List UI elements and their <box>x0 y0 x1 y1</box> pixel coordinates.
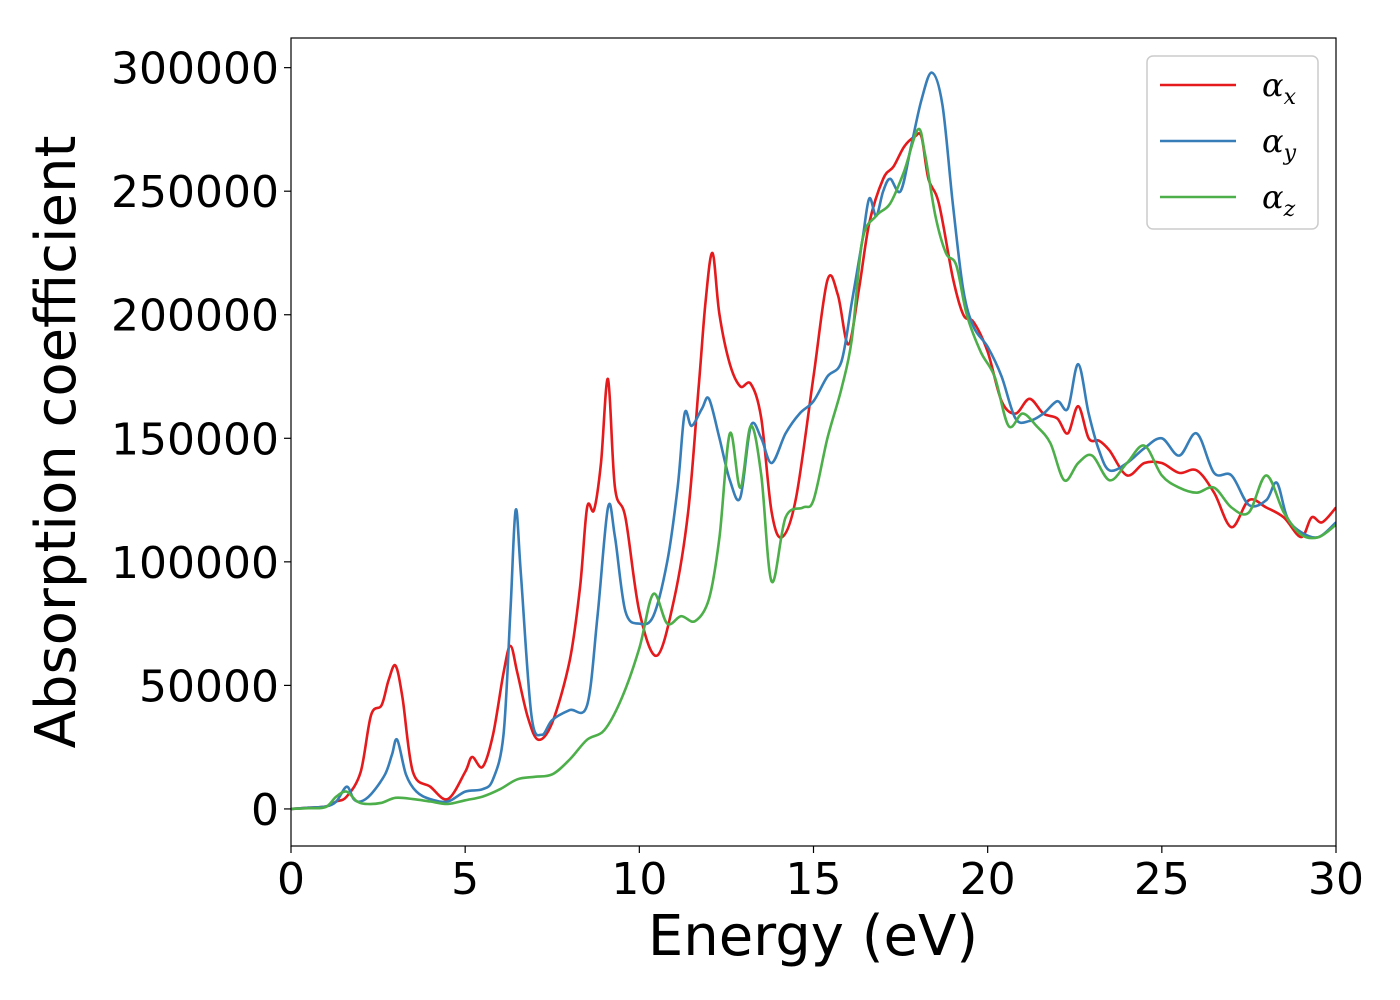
legend-box <box>1146 55 1319 230</box>
x-axis-title: Energy (eV) <box>648 904 978 969</box>
y-axis: 0 50000 100000 150000 200000 250000 300000 <box>111 44 291 836</box>
series-line-y <box>291 71 1336 811</box>
y-axis-title: Absorption coefficient <box>24 136 89 749</box>
y-tick-label: 0 <box>251 785 279 836</box>
legend-label-y: αy <box>1262 122 1297 166</box>
y-tick-label: 200000 <box>111 291 279 342</box>
y-tick-label: 50000 <box>139 661 279 712</box>
series-lines <box>291 71 1336 811</box>
x-tick-label: 20 <box>960 854 1016 905</box>
y-tick-label: 250000 <box>111 167 279 218</box>
y-tick-label: 300000 <box>111 44 279 95</box>
y-tick-label: 150000 <box>111 414 279 465</box>
x-tick-label: 0 <box>277 854 305 905</box>
x-axis: 0 5 10 15 20 25 30 <box>277 846 1364 905</box>
series-line-z <box>291 127 1336 811</box>
series-layer <box>291 71 1336 811</box>
legend: αx αy αz <box>1146 55 1319 230</box>
y-tick-label: 100000 <box>111 538 279 589</box>
x-tick-label: 25 <box>1134 854 1190 905</box>
x-tick-label: 15 <box>786 854 842 905</box>
x-tick-label: 30 <box>1308 854 1364 905</box>
legend-label-x: αx <box>1262 66 1297 110</box>
x-tick-label: 10 <box>611 854 667 905</box>
x-tick-label: 5 <box>451 854 479 905</box>
legend-label-z: αz <box>1262 178 1296 222</box>
series-line-x <box>291 132 1336 811</box>
